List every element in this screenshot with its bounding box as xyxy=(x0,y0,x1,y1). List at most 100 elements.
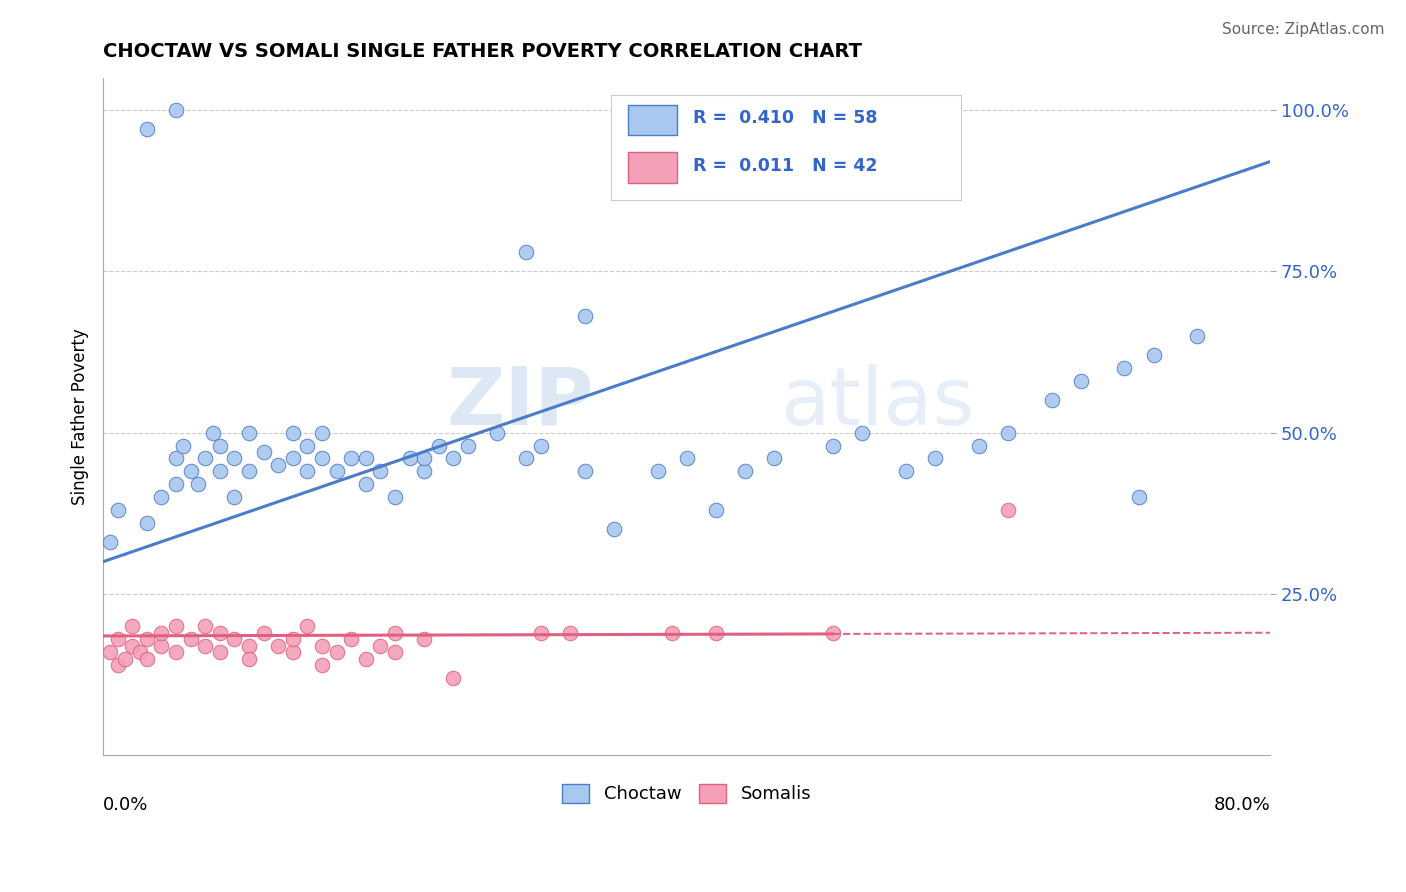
Point xyxy=(1187,328,1209,343)
Point xyxy=(224,632,246,647)
Point xyxy=(997,503,1019,517)
Point xyxy=(121,639,143,653)
Point xyxy=(997,425,1019,440)
Point xyxy=(311,639,333,653)
Point xyxy=(924,451,946,466)
Point xyxy=(894,464,917,478)
Point xyxy=(413,451,436,466)
Point xyxy=(603,523,626,537)
Point xyxy=(441,671,464,685)
Point xyxy=(267,458,290,472)
Point xyxy=(150,639,173,653)
Point xyxy=(172,438,194,452)
Point xyxy=(224,451,246,466)
FancyBboxPatch shape xyxy=(628,104,678,136)
Point xyxy=(194,451,217,466)
Point xyxy=(107,657,129,672)
Point xyxy=(413,632,436,647)
Point xyxy=(150,625,173,640)
Point xyxy=(515,244,537,259)
Point xyxy=(354,651,377,665)
Point xyxy=(1070,374,1092,388)
Point xyxy=(325,645,347,659)
Point xyxy=(100,535,122,549)
Point xyxy=(340,451,363,466)
Point xyxy=(441,451,464,466)
Point xyxy=(121,619,143,633)
Text: atlas: atlas xyxy=(780,364,974,442)
Point xyxy=(325,464,347,478)
FancyBboxPatch shape xyxy=(610,95,962,200)
Point xyxy=(238,464,260,478)
Legend: Choctaw, Somalis: Choctaw, Somalis xyxy=(555,777,818,811)
Point xyxy=(180,464,202,478)
Text: R =  0.011   N = 42: R = 0.011 N = 42 xyxy=(693,157,877,175)
Point xyxy=(574,310,596,324)
Point xyxy=(107,632,129,647)
Point xyxy=(515,451,537,466)
Point xyxy=(253,445,276,459)
Point xyxy=(384,490,406,504)
Y-axis label: Single Father Poverty: Single Father Poverty xyxy=(72,328,89,505)
Point xyxy=(311,425,333,440)
Point xyxy=(165,451,187,466)
Text: 80.0%: 80.0% xyxy=(1213,796,1271,814)
Point xyxy=(238,651,260,665)
Point xyxy=(201,425,224,440)
Point xyxy=(398,451,420,466)
Point xyxy=(457,438,479,452)
Point xyxy=(208,438,231,452)
Point xyxy=(704,503,727,517)
Point xyxy=(165,103,187,117)
Point xyxy=(165,477,187,491)
Point xyxy=(238,425,260,440)
Point xyxy=(1143,348,1166,362)
Point xyxy=(370,464,392,478)
Point xyxy=(114,651,136,665)
Point xyxy=(734,464,756,478)
Point xyxy=(281,451,304,466)
Point xyxy=(100,645,122,659)
Point xyxy=(370,639,392,653)
Point xyxy=(165,619,187,633)
Point xyxy=(1128,490,1150,504)
Point xyxy=(1040,393,1063,408)
Point xyxy=(208,625,231,640)
Point xyxy=(281,645,304,659)
Point xyxy=(427,438,450,452)
Text: Source: ZipAtlas.com: Source: ZipAtlas.com xyxy=(1222,22,1385,37)
Point xyxy=(208,645,231,659)
Point xyxy=(135,632,157,647)
Point xyxy=(165,645,187,659)
Point xyxy=(558,625,581,640)
Point xyxy=(297,438,319,452)
Point xyxy=(821,625,844,640)
Point xyxy=(238,639,260,653)
Text: ZIP: ZIP xyxy=(446,364,593,442)
Text: 0.0%: 0.0% xyxy=(103,796,149,814)
Point xyxy=(267,639,290,653)
Point xyxy=(150,490,173,504)
Point xyxy=(208,464,231,478)
Point xyxy=(486,425,509,440)
Point xyxy=(763,451,786,466)
Text: R =  0.410   N = 58: R = 0.410 N = 58 xyxy=(693,109,877,128)
Point xyxy=(354,451,377,466)
Point xyxy=(311,451,333,466)
Point xyxy=(821,438,844,452)
Point xyxy=(297,619,319,633)
Point xyxy=(647,464,669,478)
Text: CHOCTAW VS SOMALI SINGLE FATHER POVERTY CORRELATION CHART: CHOCTAW VS SOMALI SINGLE FATHER POVERTY … xyxy=(103,42,862,61)
Point xyxy=(851,425,873,440)
Point xyxy=(187,477,209,491)
Point xyxy=(180,632,202,647)
Point xyxy=(297,464,319,478)
Point xyxy=(661,625,683,640)
Point xyxy=(194,619,217,633)
Point xyxy=(128,645,150,659)
Point xyxy=(354,477,377,491)
Point xyxy=(281,425,304,440)
Point xyxy=(413,464,436,478)
Point xyxy=(281,632,304,647)
Point xyxy=(704,625,727,640)
